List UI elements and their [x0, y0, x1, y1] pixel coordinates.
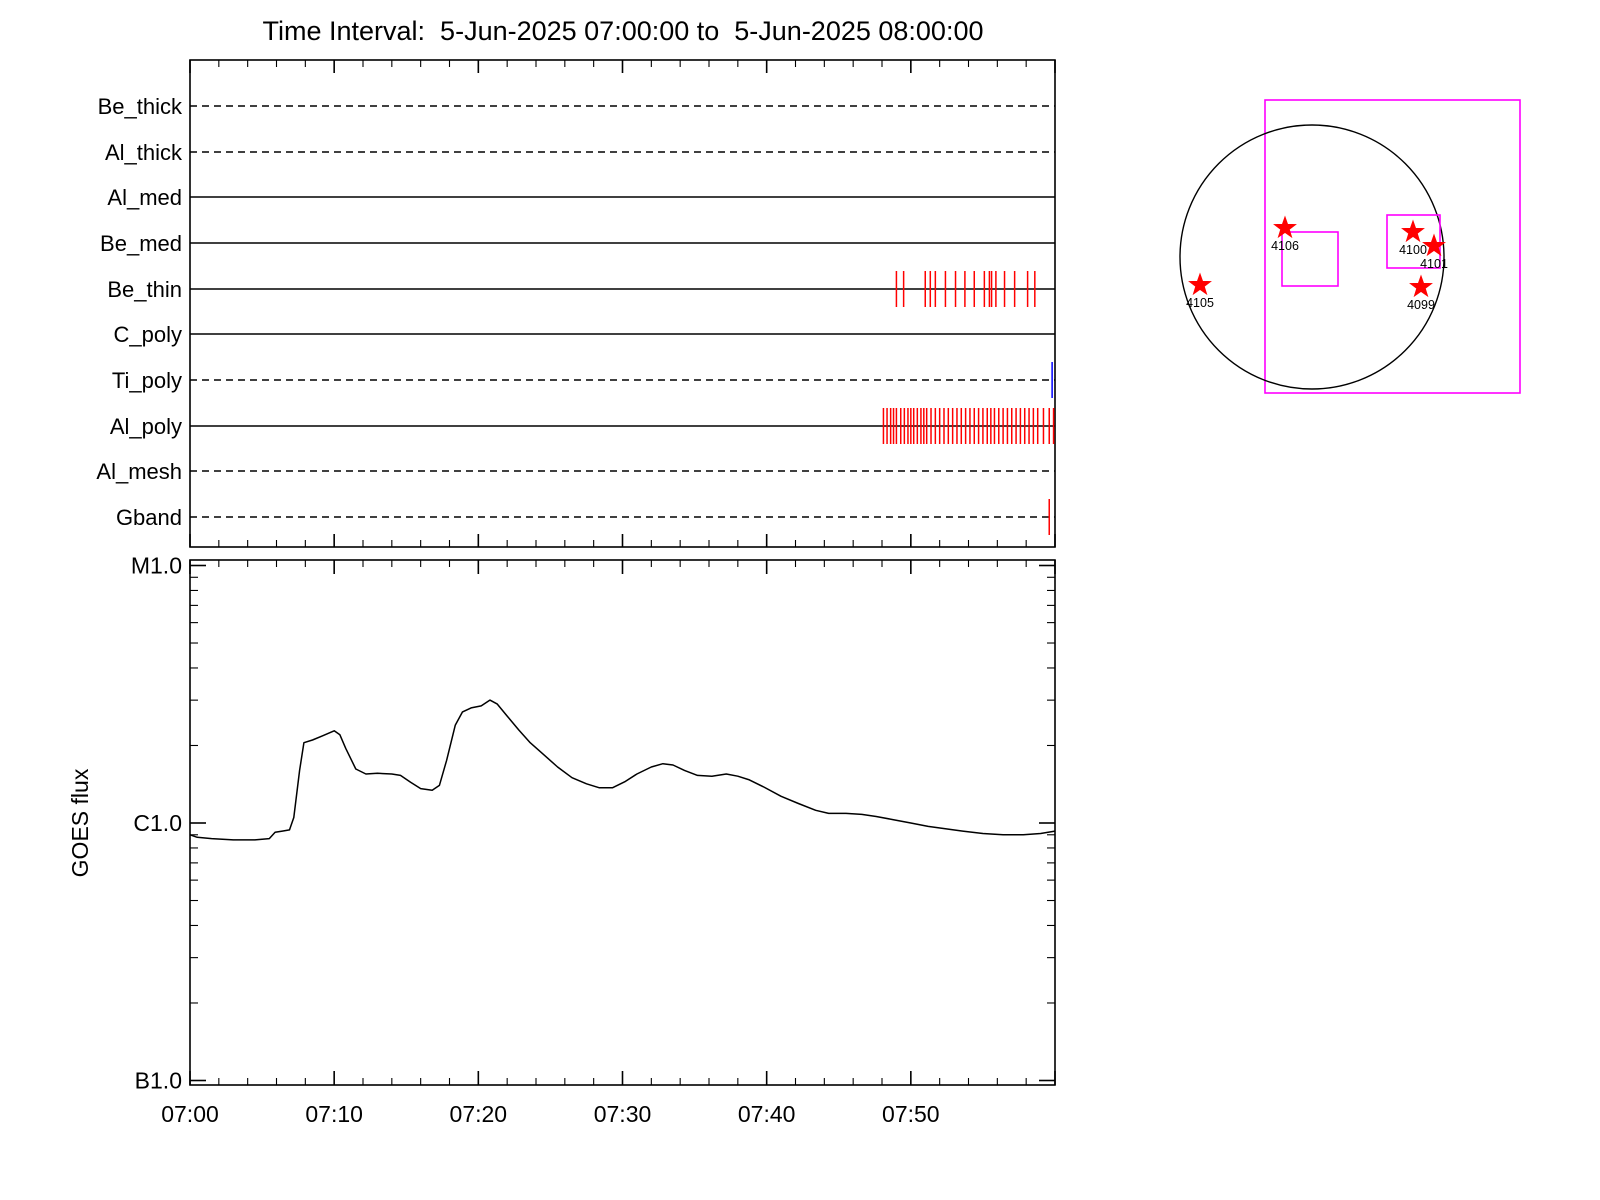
- goes-y-tick-label: C1.0: [133, 810, 182, 836]
- goes-x-tick-label: 07:00: [161, 1101, 219, 1127]
- filter-row-label: Be_med: [100, 231, 182, 256]
- filter-row-label: Al_poly: [110, 414, 182, 439]
- goes-y-axis-title: GOES flux: [67, 768, 93, 877]
- filter-row-label: Gband: [116, 505, 182, 530]
- goes-y-tick-label: B1.0: [135, 1068, 182, 1094]
- goes-x-tick-label: 07:40: [738, 1101, 796, 1127]
- filter-row-label: Al_med: [107, 185, 182, 210]
- fov-rectangle: [1264, 99, 1521, 394]
- active-region-label: 4101: [1420, 257, 1448, 271]
- goes-flux-curve: [189, 699, 1056, 841]
- active-region-star: [1188, 272, 1212, 296]
- filter-row-label: Be_thin: [107, 277, 182, 302]
- active-region-star: [1409, 274, 1433, 298]
- filter-row-label: C_poly: [114, 322, 182, 347]
- filter-row-label: Be_thick: [98, 94, 183, 119]
- filter-row-label: Al_thick: [105, 140, 183, 165]
- target-box: [1281, 231, 1339, 287]
- active-region-label: 4099: [1407, 298, 1435, 312]
- goes-x-tick-label: 07:30: [594, 1101, 652, 1127]
- active-region-star: [1401, 219, 1425, 243]
- goes-x-tick-label: 07:10: [305, 1101, 363, 1127]
- goes-x-tick-label: 07:50: [882, 1101, 940, 1127]
- goes-x-tick-label: 07:20: [450, 1101, 508, 1127]
- target-box: [1386, 214, 1441, 269]
- active-region-star: [1422, 233, 1446, 257]
- time-interval-title: Time Interval: 5-Jun-2025 07:00:00 to 5-…: [262, 16, 984, 46]
- active-region-label: 4106: [1271, 239, 1299, 253]
- active-region-star: [1273, 215, 1297, 239]
- solar-limb: [1179, 124, 1445, 390]
- goes-frame: [189, 559, 1056, 1086]
- active-region-label: 4105: [1186, 296, 1214, 310]
- filter-row-label: Ti_poly: [112, 368, 182, 393]
- active-region-label: 4100: [1399, 243, 1427, 257]
- goes-y-tick-label: M1.0: [131, 553, 182, 579]
- filter-row-label: Al_mesh: [96, 459, 182, 484]
